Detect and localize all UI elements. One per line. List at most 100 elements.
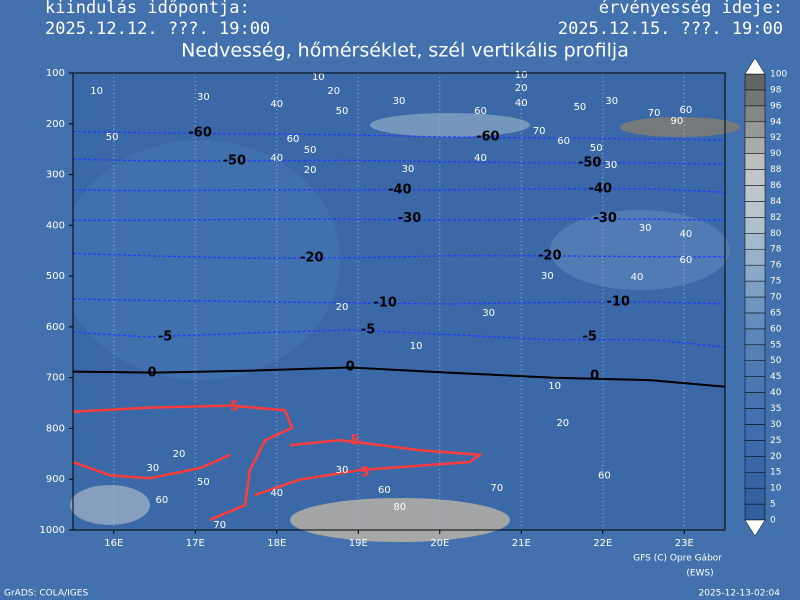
- humidity-label: 50: [197, 477, 210, 488]
- colorbar-box: [744, 487, 766, 505]
- humidity-label: 60: [680, 255, 693, 266]
- colorbar-box: [744, 233, 766, 250]
- humidity-label: 60: [474, 106, 487, 117]
- colorbar-label: 60: [770, 324, 782, 334]
- colorbar-label: 75: [770, 277, 781, 287]
- humidity-label: 80: [393, 502, 406, 513]
- y-tick-label: 200: [46, 119, 65, 130]
- humidity-label: 40: [270, 99, 283, 110]
- x-tick-label: 18E: [267, 538, 286, 549]
- valid-label: érvényesség ideje:: [599, 0, 783, 18]
- y-tick-label: 500: [46, 271, 65, 282]
- humidity-label: 70: [213, 520, 226, 531]
- colorbar-label: 94: [770, 117, 782, 127]
- colorbar-label: 90: [770, 149, 782, 159]
- isotherm: [72, 252, 725, 259]
- colorbar-box: [744, 456, 766, 473]
- colorbar-box: [744, 312, 766, 330]
- x-tick-label: 17E: [186, 538, 205, 549]
- isotherm: [73, 218, 726, 221]
- colorbar-box: [744, 360, 766, 377]
- colorbar-label: 86: [770, 181, 782, 191]
- colorbar-box: [744, 105, 766, 123]
- isotherm: [72, 329, 726, 348]
- humidity-label: 70: [490, 483, 503, 494]
- y-tick-label: 700: [46, 373, 65, 384]
- colorbar-label: 88: [770, 165, 782, 175]
- colorbar-label: 20: [770, 452, 782, 462]
- colorbar-label: 70: [770, 293, 782, 303]
- colorbar-cap: [744, 57, 766, 75]
- y-tick-label: 600: [46, 322, 65, 333]
- colorbar-box: [744, 392, 766, 409]
- temperature-label: 5: [350, 434, 359, 449]
- humidity-label: 90: [671, 116, 684, 127]
- colorbar-label: 78: [770, 245, 782, 255]
- humidity-label: 30: [402, 164, 415, 175]
- colorbar-box: [744, 121, 766, 138]
- y-tick-label: 400: [46, 220, 65, 231]
- humidity-label: 70: [533, 126, 546, 137]
- isotherm: [72, 404, 484, 521]
- credit-ews: (EWS): [686, 569, 713, 579]
- temperature-label: -40: [388, 182, 412, 197]
- humidity-label: 40: [515, 98, 528, 109]
- humidity-label: 20: [515, 83, 528, 94]
- humidity-label: 50: [590, 143, 603, 154]
- colorbar-box: [744, 248, 766, 266]
- colorbar-label: 30: [770, 420, 782, 430]
- colorbar-label: 55: [770, 340, 781, 350]
- y-tick-label: 800: [46, 423, 65, 434]
- x-tick-label: 16E: [104, 538, 123, 549]
- humidity-label: 20: [304, 165, 317, 176]
- isotherm: [72, 366, 726, 388]
- colorbar-box: [744, 89, 766, 107]
- start-time: 2025.12.12. ???. 19:00: [45, 19, 270, 39]
- humidity-label: 10: [410, 341, 423, 352]
- humidity-label: 20: [556, 418, 569, 429]
- y-tick-label: 300: [46, 170, 65, 181]
- humidity-label: 30: [605, 160, 618, 171]
- temperature-label: -60: [476, 129, 500, 144]
- humidity-label: 60: [378, 485, 391, 496]
- humidity-label: 70: [648, 108, 661, 119]
- humidity-label: 60: [287, 134, 300, 145]
- colorbar-label: 82: [770, 213, 781, 223]
- humidity-label: 10: [312, 72, 325, 83]
- temperature-label: -30: [593, 211, 617, 226]
- humidity-label: 50: [336, 106, 349, 117]
- colorbar-box: [744, 73, 766, 91]
- colorbar-box: [744, 137, 766, 154]
- valid-time: 2025.12.15. ???. 19:00: [558, 19, 783, 39]
- humidity-label: 20: [173, 449, 186, 460]
- humidity-label: 20: [336, 302, 349, 313]
- temperature-label: -40: [589, 181, 613, 196]
- temperature-label: -50: [223, 153, 247, 168]
- isotherm: [72, 298, 726, 305]
- software: GrADS: COLA/IGES: [4, 589, 88, 599]
- humidity-label: 50: [574, 102, 587, 113]
- humidity-label: 10: [548, 381, 561, 392]
- temperature-label: -5: [158, 330, 172, 345]
- colorbar-label: 5: [770, 500, 776, 510]
- colorbar-box: [744, 440, 766, 457]
- colorbar-box: [744, 280, 766, 298]
- temperature-label: 0: [346, 360, 355, 375]
- humidity-label: 10: [515, 70, 528, 81]
- colorbar-label: 40: [770, 388, 782, 398]
- colorbar-label: 80: [770, 229, 782, 239]
- colorbar-box: [744, 344, 766, 361]
- humidity-label: 10: [90, 86, 103, 97]
- humidity-label: 30: [482, 308, 495, 319]
- colorbar-label: 96: [770, 101, 782, 111]
- colorbar-label: 100: [770, 70, 787, 80]
- colorbar-label: 0: [770, 516, 776, 526]
- colorbar-box: [744, 169, 766, 186]
- colorbar-label: 10: [770, 484, 782, 494]
- colorbar-box: [744, 185, 766, 202]
- x-tick-label: 22E: [593, 538, 612, 549]
- colorbar-box: [744, 153, 766, 170]
- colorbar-box: [744, 264, 766, 282]
